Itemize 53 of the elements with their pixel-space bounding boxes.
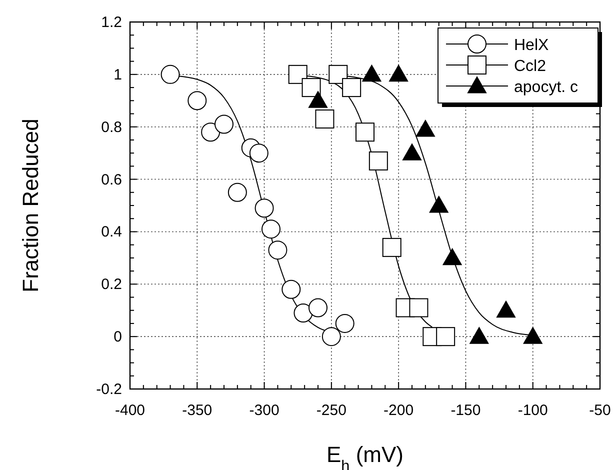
point bbox=[409, 298, 428, 318]
point bbox=[214, 114, 234, 134]
point bbox=[328, 64, 348, 84]
legend-label: apocyt. c bbox=[514, 79, 578, 96]
point bbox=[436, 327, 456, 346]
y-tick-label: 0.4 bbox=[101, 224, 122, 241]
point bbox=[188, 91, 207, 110]
point bbox=[356, 122, 374, 142]
point bbox=[160, 64, 180, 84]
point bbox=[282, 280, 301, 299]
x-tick-label: -100 bbox=[518, 402, 548, 419]
point bbox=[402, 144, 422, 160]
point bbox=[523, 327, 542, 344]
point bbox=[389, 64, 408, 82]
point bbox=[342, 78, 362, 98]
point bbox=[362, 64, 382, 82]
y-axis-title: Fraction Reduced bbox=[18, 118, 43, 292]
point bbox=[429, 196, 448, 213]
point bbox=[308, 298, 328, 318]
point bbox=[268, 240, 288, 260]
point bbox=[470, 327, 489, 344]
point bbox=[308, 91, 328, 108]
point bbox=[228, 182, 247, 202]
point bbox=[496, 300, 516, 318]
y-tick-label: 0.2 bbox=[101, 276, 122, 294]
legend-label: HelX bbox=[514, 37, 550, 54]
point bbox=[262, 220, 280, 239]
point bbox=[442, 248, 462, 266]
x-tick-label: -250 bbox=[316, 402, 346, 419]
point bbox=[322, 327, 341, 346]
x-tick-label: -300 bbox=[249, 402, 280, 419]
x-tick-label: -350 bbox=[182, 402, 212, 419]
y-tick-label: 0.6 bbox=[101, 171, 122, 188]
legend-label: Ccl2 bbox=[514, 58, 546, 75]
point bbox=[294, 303, 313, 322]
point bbox=[335, 314, 354, 333]
point bbox=[368, 151, 388, 170]
y-tick-label: 0.8 bbox=[101, 118, 122, 136]
y-tick-label: 0 bbox=[114, 328, 122, 346]
x-tick-label: -400 bbox=[114, 402, 146, 419]
point bbox=[254, 198, 274, 218]
y-tick-label: 1.2 bbox=[101, 14, 122, 31]
x-tick-label: -150 bbox=[450, 402, 481, 419]
point bbox=[382, 238, 402, 257]
point bbox=[302, 78, 321, 98]
y-tick-label: -0.2 bbox=[96, 381, 122, 398]
point bbox=[249, 144, 268, 163]
x-tick-label: -50 bbox=[589, 402, 611, 419]
point bbox=[315, 109, 334, 128]
point bbox=[416, 120, 435, 137]
y-tick-label: 1 bbox=[114, 66, 122, 84]
point bbox=[288, 64, 308, 84]
x-tick-label: -200 bbox=[384, 402, 414, 419]
